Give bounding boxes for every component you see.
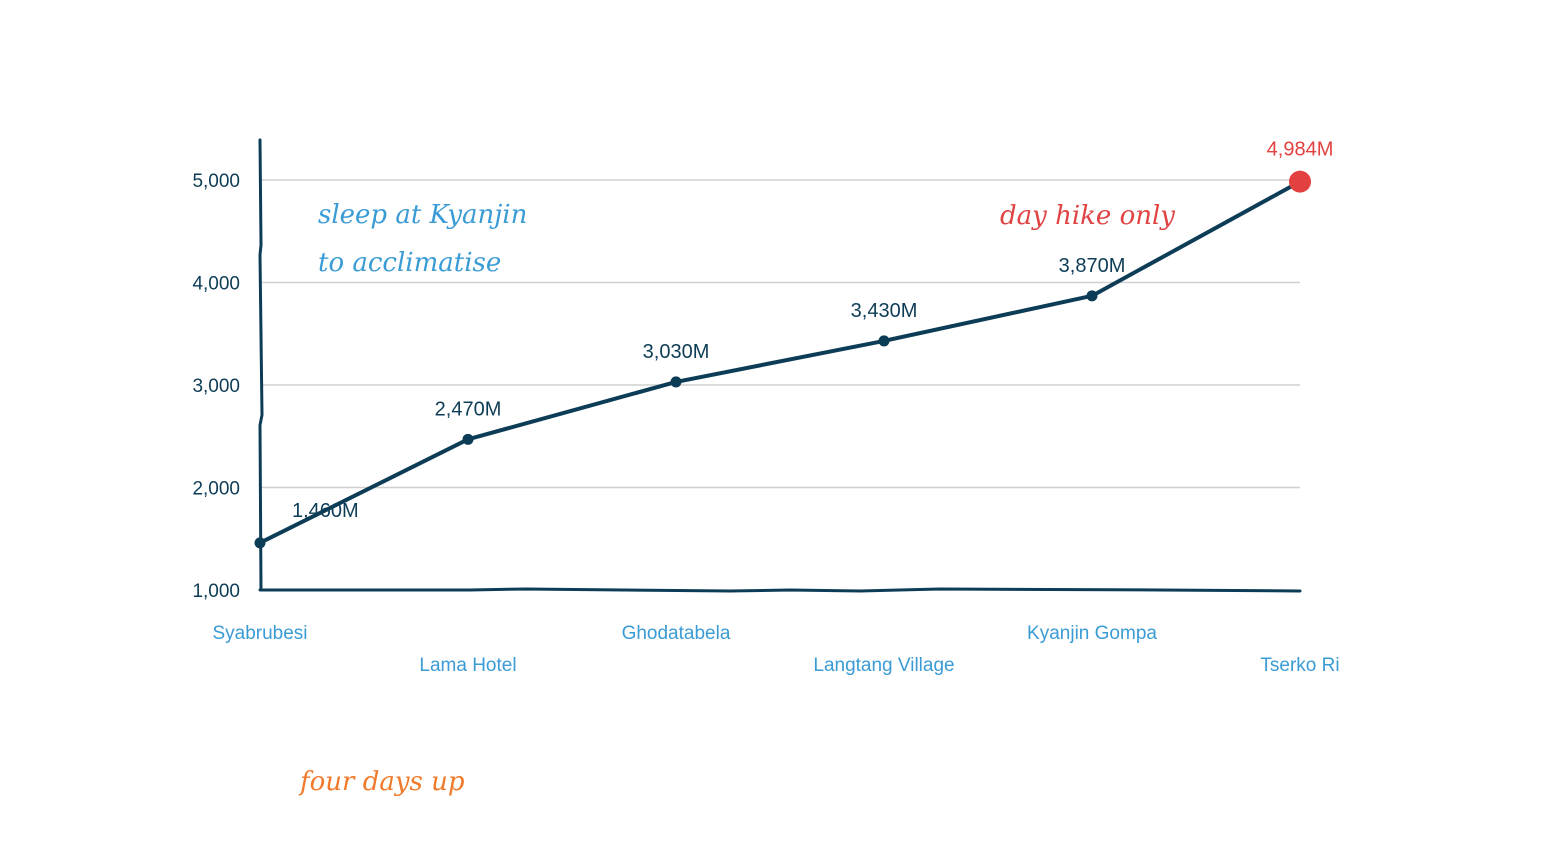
data-point <box>1086 290 1098 302</box>
y-tick-label: 1,000 <box>192 581 240 602</box>
data-label: 3,030M <box>643 341 710 363</box>
highlight-point <box>1289 170 1311 193</box>
annotation-day-hike: day hike only <box>1000 201 1175 231</box>
data-point <box>462 433 474 445</box>
x-tick-label: Ghodatabela <box>622 623 731 644</box>
series-elevation: 1,460M 2,470M 3,030M 3,430M 3,870M 4,984M <box>254 139 1334 549</box>
annotations: sleep at Kyanjin to acclimatise day hike… <box>298 200 1175 797</box>
axes <box>258 138 1302 593</box>
annotation-acclimatise-line-2: to acclimatise <box>318 248 501 278</box>
data-point <box>670 376 682 388</box>
x-tick-labels: Syabrubesi Lama Hotel Ghodatabela Langtang … <box>212 623 1339 676</box>
data-label: 3,430M <box>851 300 918 322</box>
y-tick-label: 2,000 <box>192 479 240 500</box>
data-label: 4,984M <box>1267 139 1334 161</box>
y-tick-label: 5,000 <box>192 171 240 192</box>
data-point <box>878 335 890 347</box>
y-axis-line <box>258 138 264 592</box>
data-label: 1,460M <box>292 500 359 522</box>
x-tick-label: Langtang Village <box>813 655 954 676</box>
y-tick-label: 4,000 <box>192 274 240 295</box>
series-line <box>258 179 1302 545</box>
x-tick-label: Kyanjin Gompa <box>1027 623 1157 644</box>
data-point <box>254 537 266 549</box>
x-axis-line <box>258 587 1302 593</box>
y-tick-labels: 1,000 2,000 3,000 4,000 5,000 <box>192 171 240 602</box>
y-tick-label: 3,000 <box>192 376 240 397</box>
data-label: 3,870M <box>1059 255 1126 277</box>
annotation-four-days-up: four days up <box>298 767 465 797</box>
x-tick-label: Tserko Ri <box>1260 655 1339 676</box>
x-tick-label: Syabrubesi <box>212 623 307 644</box>
annotation-acclimatise-line-1: sleep at Kyanjin <box>318 200 527 230</box>
x-tick-label: Lama Hotel <box>419 655 516 676</box>
data-label: 2,470M <box>435 398 502 420</box>
grid-lines <box>260 179 1300 489</box>
